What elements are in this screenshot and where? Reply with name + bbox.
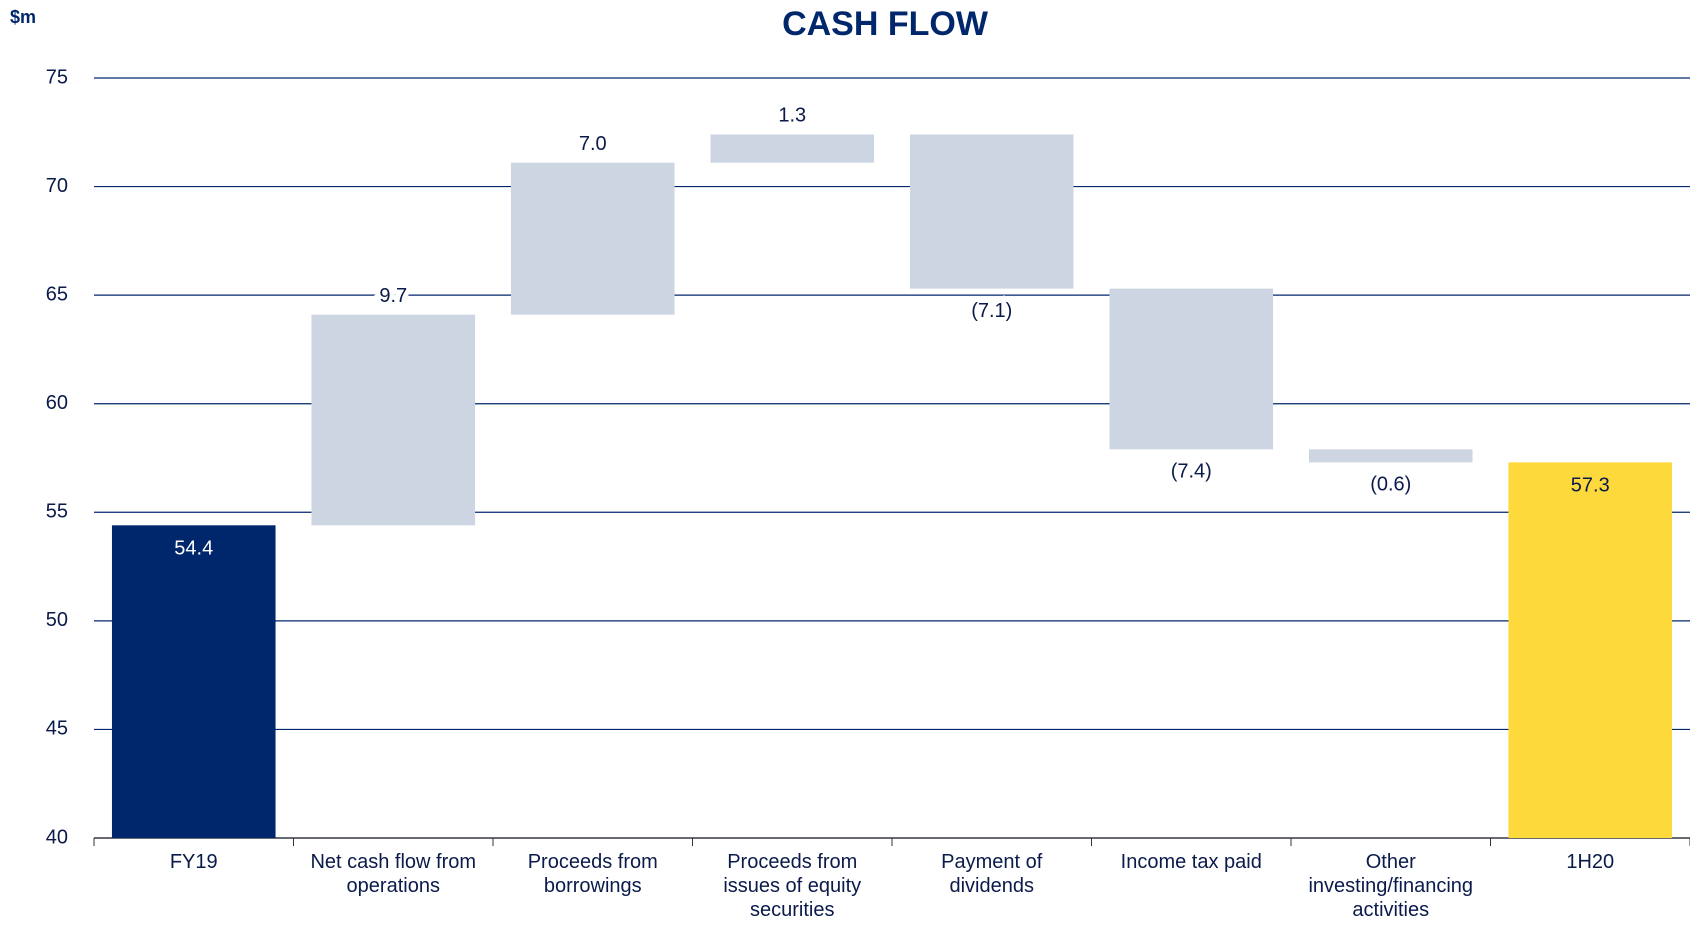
bar xyxy=(1109,288,1274,450)
bar xyxy=(311,314,476,526)
y-tick-label: 50 xyxy=(46,609,68,631)
x-tick-label: Other investing/financing activities xyxy=(1308,851,1474,921)
bar xyxy=(1508,462,1673,838)
value-label: 1.3 xyxy=(778,105,806,127)
value-label: 7.0 xyxy=(579,133,607,155)
value-label: (7.4) xyxy=(1171,461,1212,483)
value-label: (0.6) xyxy=(1370,474,1411,496)
y-tick-label: 65 xyxy=(46,283,68,305)
bar xyxy=(710,134,875,163)
bar xyxy=(1308,449,1473,463)
x-tick-label: Payment of dividends xyxy=(941,851,1043,897)
y-tick-label: 45 xyxy=(46,718,68,740)
y-tick-label: 55 xyxy=(46,501,68,523)
bar xyxy=(111,525,276,838)
value-label: 54.4 xyxy=(174,538,213,560)
x-tick-label: Proceeds from borrowings xyxy=(527,851,658,897)
x-tick-label: 1H20 xyxy=(1566,851,1615,873)
value-label: 9.7 xyxy=(379,285,407,307)
chart-title: CASH FLOW xyxy=(782,5,989,43)
x-tick-label: Proceeds from issues of equity securitie… xyxy=(723,851,862,921)
y-tick-label: 40 xyxy=(46,826,68,848)
y-axis-label: $m xyxy=(10,7,36,27)
value-label: 57.3 xyxy=(1571,475,1610,497)
value-label: (7.1) xyxy=(971,300,1012,322)
y-tick-label: 60 xyxy=(46,392,68,414)
y-tick-label: 75 xyxy=(46,66,68,88)
x-tick-label: FY19 xyxy=(169,851,218,873)
bar xyxy=(909,134,1074,289)
y-tick-label: 70 xyxy=(46,175,68,197)
bar xyxy=(510,162,675,315)
x-tick-label: Income tax paid xyxy=(1120,851,1262,873)
x-tick-label: Net cash flow from operations xyxy=(310,851,477,897)
